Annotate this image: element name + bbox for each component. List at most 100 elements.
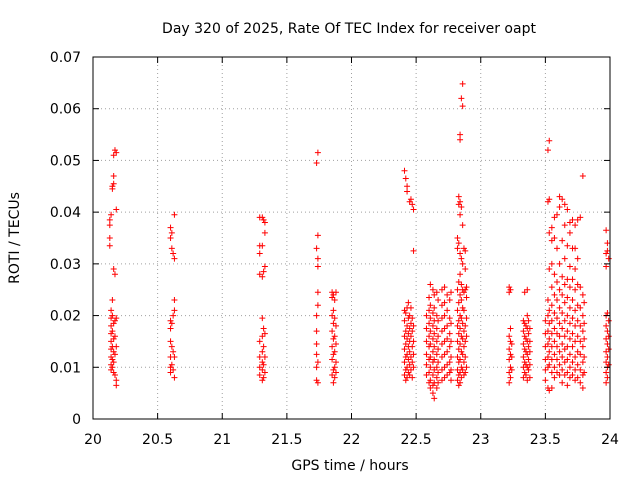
data-point: [604, 240, 611, 247]
data-point: [460, 245, 467, 252]
data-point: [457, 131, 464, 138]
data-point: [521, 289, 528, 296]
data-point: [554, 245, 561, 252]
data-point: [577, 304, 584, 311]
data-point: [460, 328, 467, 335]
data-point: [556, 348, 563, 355]
data-point: [332, 322, 339, 329]
data-point: [444, 291, 451, 298]
data-point: [427, 328, 434, 335]
data-point: [426, 307, 433, 314]
data-point: [448, 320, 455, 327]
y-tick-label: 0.02: [50, 309, 81, 325]
data-point: [108, 346, 115, 353]
data-point: [438, 377, 445, 384]
data-point: [561, 372, 568, 379]
data-points: [106, 80, 612, 402]
data-point: [524, 312, 531, 319]
data-point: [577, 366, 584, 373]
data-point: [457, 136, 464, 143]
data-point: [167, 235, 174, 241]
data-point: [463, 294, 470, 301]
data-point: [551, 291, 558, 298]
data-point: [402, 377, 409, 384]
data-point: [407, 196, 414, 203]
data-point: [427, 341, 434, 348]
data-point: [554, 330, 561, 337]
data-point: [441, 338, 448, 345]
data-point: [431, 395, 438, 402]
data-point: [113, 377, 120, 384]
data-point: [581, 369, 588, 376]
data-point: [572, 266, 579, 273]
data-point: [259, 273, 266, 280]
data-point: [459, 260, 466, 267]
y-tick-label: 0.06: [50, 102, 81, 118]
data-point: [448, 338, 455, 345]
data-point: [329, 312, 336, 319]
data-point: [410, 351, 417, 358]
data-point: [168, 245, 175, 252]
data-point: [109, 297, 116, 304]
data-point: [548, 302, 555, 309]
x-axis-label: GPS time / hours: [291, 458, 408, 474]
data-point: [314, 359, 321, 366]
data-point: [458, 374, 465, 381]
data-point: [559, 325, 566, 332]
data-point: [554, 297, 561, 304]
data-point: [431, 343, 438, 350]
data-point: [423, 361, 430, 368]
data-point: [569, 276, 576, 283]
data-point: [520, 317, 527, 324]
data-point: [556, 193, 563, 200]
data-point: [574, 281, 581, 288]
data-point: [409, 359, 416, 366]
data-point: [406, 198, 413, 205]
data-point: [561, 346, 568, 353]
data-point: [409, 374, 416, 381]
data-point: [544, 364, 551, 371]
data-point: [261, 229, 268, 236]
data-point: [566, 374, 573, 381]
y-tick-label: 0.04: [50, 205, 81, 221]
data-point: [525, 356, 532, 363]
data-point: [508, 341, 515, 348]
data-point: [427, 353, 434, 360]
data-point: [579, 384, 586, 391]
data-point: [542, 366, 549, 373]
y-tick-label: 0.03: [50, 257, 81, 273]
data-point: [429, 309, 436, 316]
data-point: [409, 343, 416, 350]
data-point: [574, 333, 581, 340]
y-tick-label: 0: [72, 412, 81, 428]
data-point: [556, 260, 563, 267]
data-point: [554, 278, 561, 285]
data-point: [522, 335, 529, 342]
data-point: [110, 369, 117, 376]
data-point: [259, 348, 266, 355]
data-point: [579, 312, 586, 319]
data-point: [407, 366, 414, 373]
data-point: [330, 335, 337, 342]
data-point: [260, 216, 267, 223]
data-point: [569, 216, 576, 223]
data-point: [457, 379, 464, 386]
data-point: [520, 374, 527, 381]
data-point: [402, 341, 409, 348]
data-point: [426, 320, 433, 327]
data-point: [426, 379, 433, 386]
data-point: [603, 359, 610, 366]
data-point: [433, 384, 440, 391]
data-point: [455, 193, 462, 200]
data-point: [108, 361, 115, 368]
data-point: [331, 315, 338, 322]
data-point: [170, 312, 177, 319]
data-point: [572, 377, 579, 384]
data-point: [551, 309, 558, 316]
data-point: [462, 369, 469, 376]
data-point: [401, 167, 408, 174]
data-point: [433, 374, 440, 381]
data-point: [460, 307, 467, 314]
data-point: [463, 284, 470, 291]
data-point: [110, 348, 117, 355]
